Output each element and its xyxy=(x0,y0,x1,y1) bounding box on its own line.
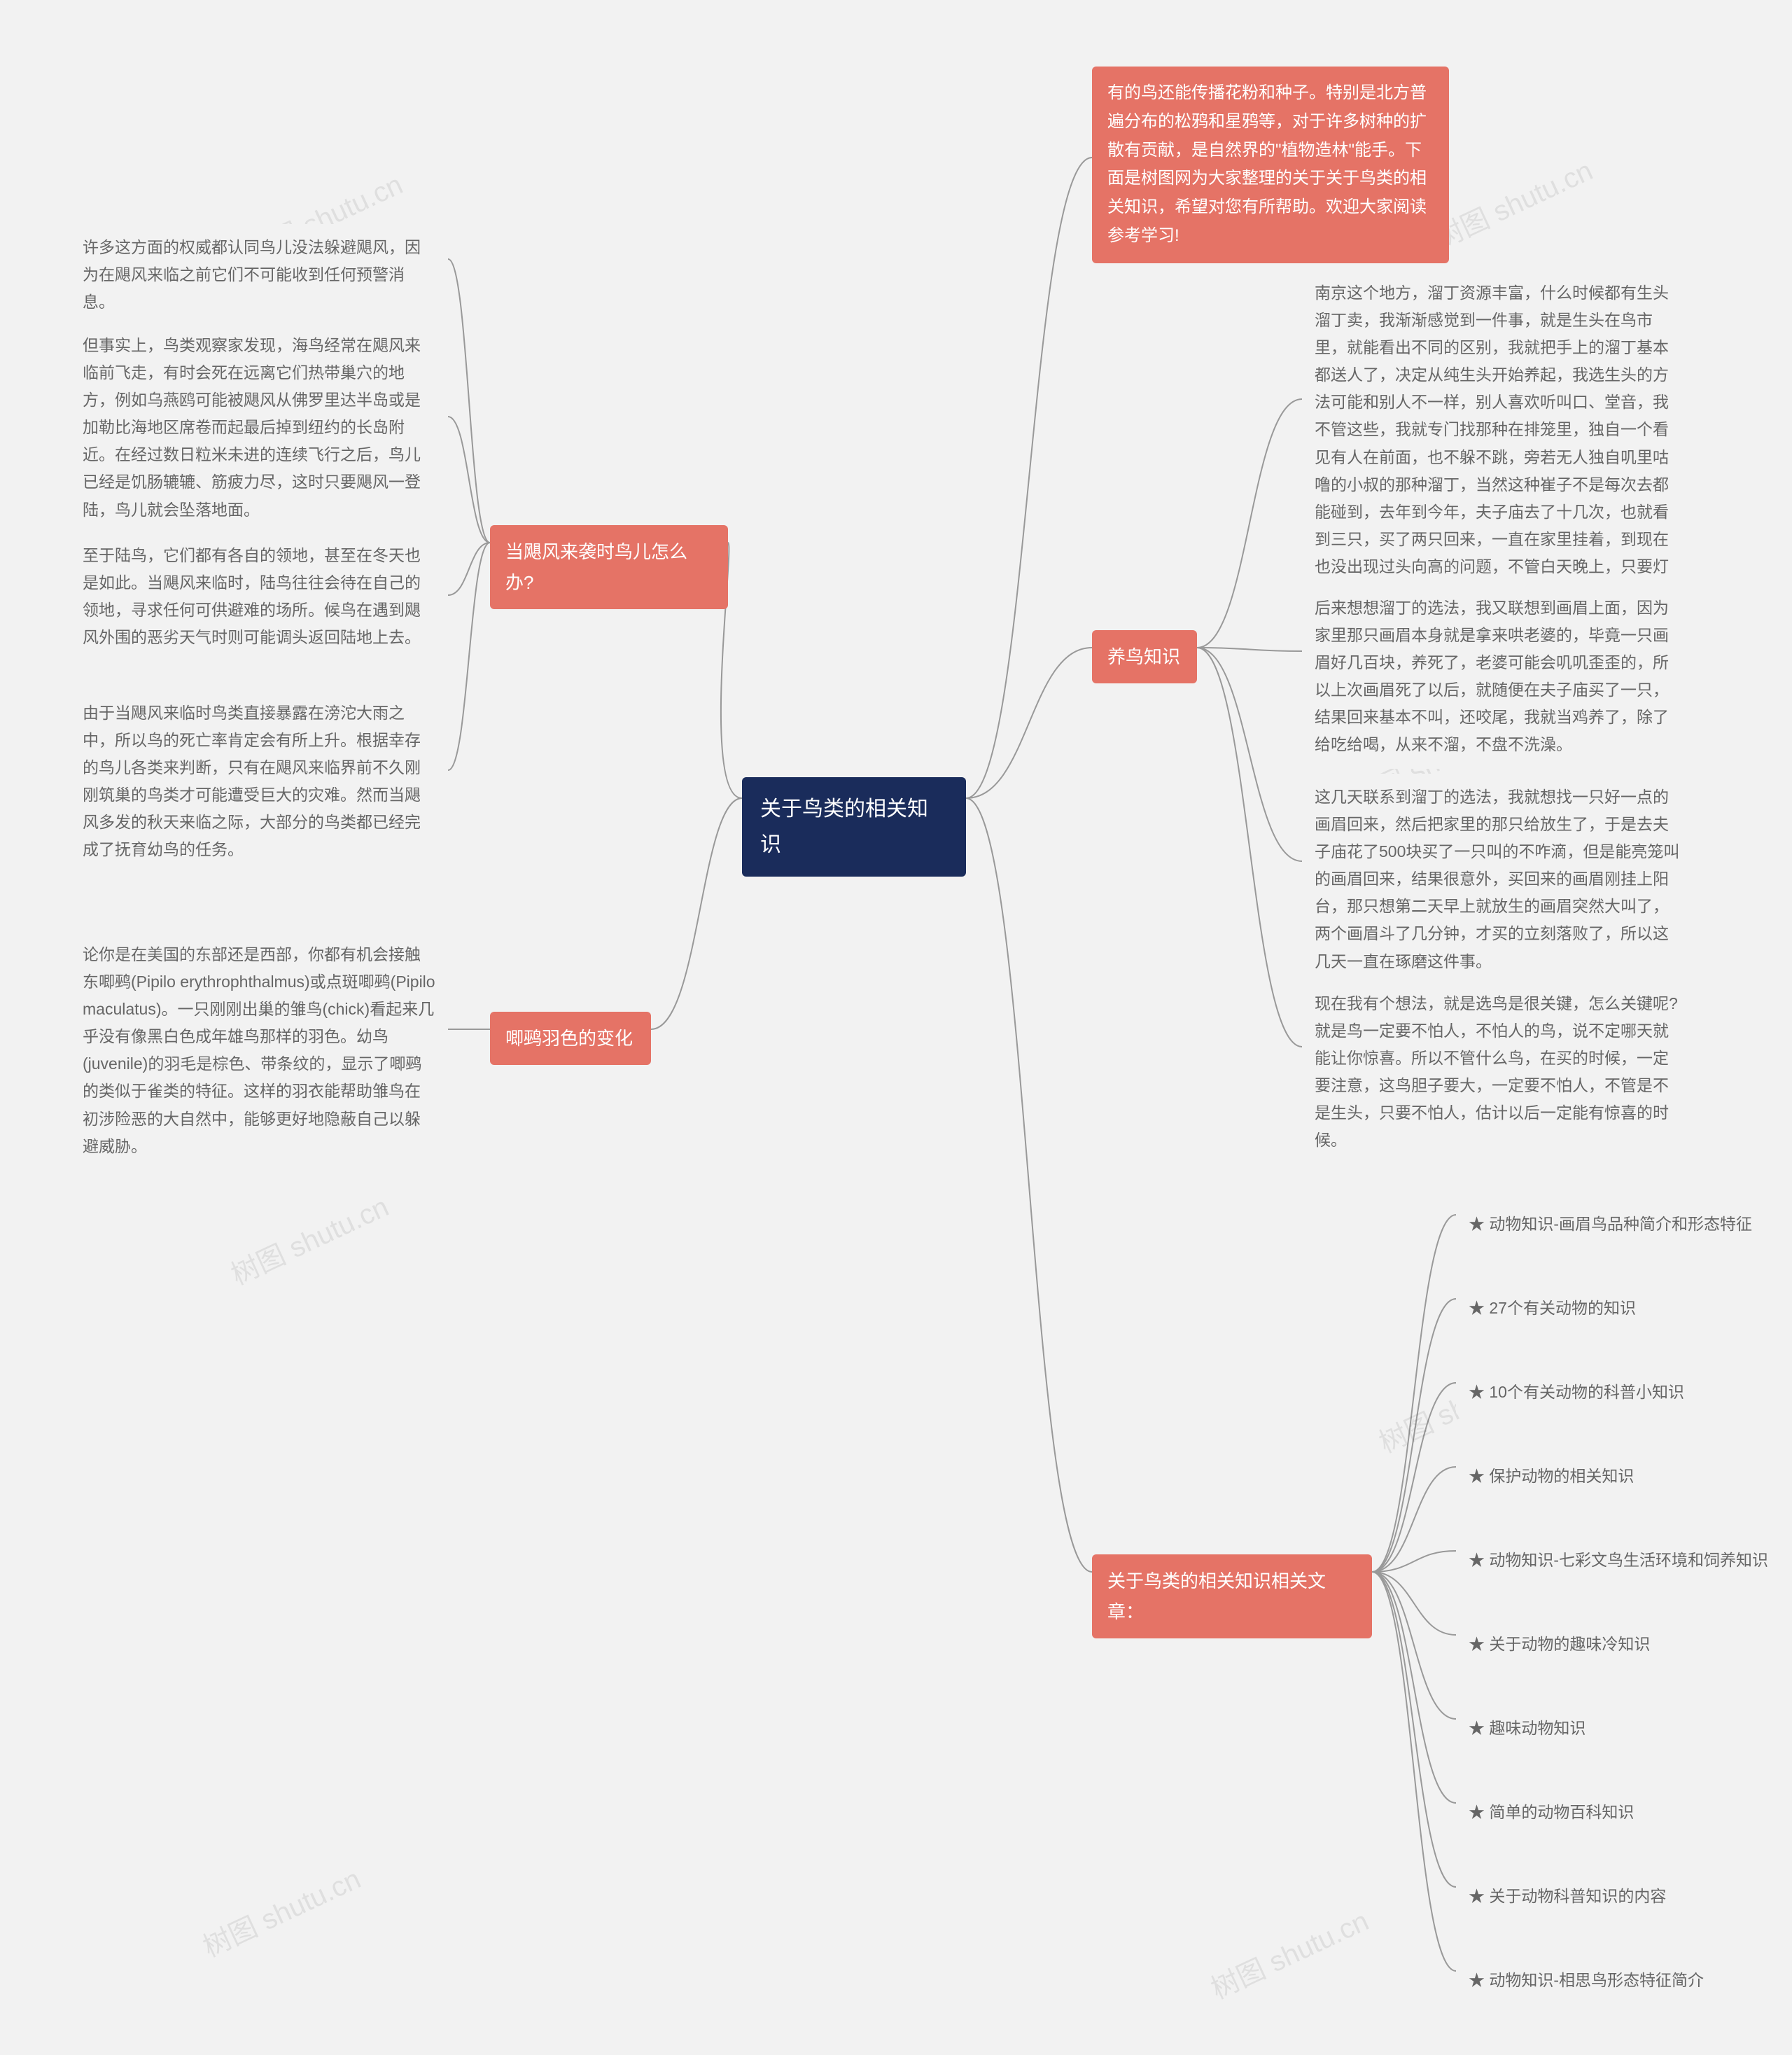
branch-bird-keeping[interactable]: 养鸟知识 xyxy=(1092,630,1197,683)
leaf-node: 后来想想溜丁的选法，我又联想到画眉上面，因为家里那只画眉本身就是拿来哄老婆的，毕… xyxy=(1302,585,1694,769)
root-node[interactable]: 关于鸟类的相关知识 xyxy=(742,777,966,877)
related-article[interactable]: ★ 简单的动物百科知识 xyxy=(1456,1789,1646,1836)
leaf-node: 但事实上，鸟类观察家发现，海鸟经常在飓风来临前飞走，有时会死在远离它们热带巢穴的… xyxy=(70,322,448,534)
related-article[interactable]: ★ 10个有关动物的科普小知识 xyxy=(1456,1369,1697,1416)
branch-related-articles[interactable]: 关于鸟类的相关知识相关文章： xyxy=(1092,1554,1372,1638)
leaf-node: 这几天联系到溜丁的选法，我就想找一只好一点的画眉回来，然后把家里的那只给放生了，… xyxy=(1302,774,1694,985)
related-article[interactable]: ★ 趣味动物知识 xyxy=(1456,1705,1598,1752)
related-article[interactable]: ★ 动物知识-七彩文鸟生活环境和饲养知识 xyxy=(1456,1537,1781,1584)
branch-plumage[interactable]: 唧鹀羽色的变化 xyxy=(490,1012,651,1065)
leaf-node: 至于陆鸟，它们都有各自的领地，甚至在冬天也是如此。当飓风来临时，陆鸟往往会待在自… xyxy=(70,532,448,661)
watermark: 树图 shutu.cn xyxy=(1203,1899,1374,2007)
watermark: 树图 shutu.cn xyxy=(223,1185,394,1293)
related-article[interactable]: ★ 动物知识-画眉鸟品种简介和形态特征 xyxy=(1456,1201,1765,1248)
related-article[interactable]: ★ 保护动物的相关知识 xyxy=(1456,1453,1646,1500)
leaf-node: 许多这方面的权威都认同鸟儿没法躲避飓风，因为在飓风来临之前它们不可能收到任何预警… xyxy=(70,224,448,326)
watermark: 树图 shutu.cn xyxy=(1427,148,1598,257)
related-article[interactable]: ★ 关于动物的趣味冷知识 xyxy=(1456,1621,1662,1668)
related-article[interactable]: ★ 关于动物科普知识的内容 xyxy=(1456,1873,1679,1920)
leaf-node: 论你是在美国的东部还是西部，你都有机会接触东唧鹀(Pipilo erythrop… xyxy=(70,931,448,1170)
intro-node[interactable]: 有的鸟还能传播花粉和种子。特别是北方普遍分布的松鸦和星鸦等，对于许多树种的扩散有… xyxy=(1092,67,1449,263)
branch-hurricane[interactable]: 当飓风来袭时鸟儿怎么办? xyxy=(490,525,728,609)
watermark: 树图 shutu.cn xyxy=(195,1857,366,1965)
related-article[interactable]: ★ 动物知识-相思鸟形态特征简介 xyxy=(1456,1957,1716,2004)
related-article[interactable]: ★ 27个有关动物的知识 xyxy=(1456,1285,1648,1332)
leaf-node: 现在我有个想法，就是选鸟是很关键，怎么关键呢?就是鸟一定要不怕人，不怕人的鸟，说… xyxy=(1302,980,1694,1164)
leaf-node: 由于当飓风来临时鸟类直接暴露在滂沱大雨之中，所以鸟的死亡率肯定会有所上升。根据幸… xyxy=(70,690,448,874)
